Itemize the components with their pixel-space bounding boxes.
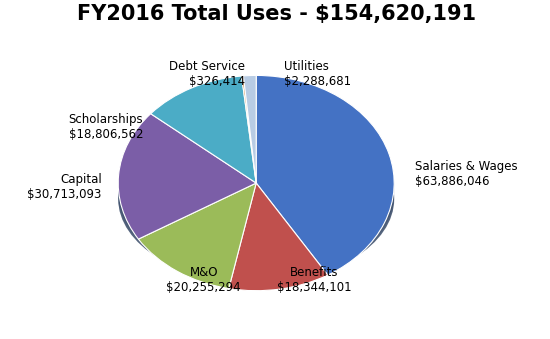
- Text: M&O
$20,255,294: M&O $20,255,294: [167, 266, 241, 294]
- Ellipse shape: [118, 101, 394, 267]
- Text: Benefits
$18,344,101: Benefits $18,344,101: [277, 266, 351, 294]
- Ellipse shape: [118, 102, 394, 269]
- Wedge shape: [241, 76, 256, 183]
- Ellipse shape: [118, 106, 394, 273]
- Ellipse shape: [118, 108, 394, 275]
- Wedge shape: [139, 183, 256, 288]
- Ellipse shape: [118, 116, 394, 283]
- Ellipse shape: [118, 110, 394, 277]
- Ellipse shape: [118, 114, 394, 280]
- Ellipse shape: [118, 116, 394, 283]
- Wedge shape: [151, 76, 256, 183]
- Ellipse shape: [118, 109, 394, 276]
- Ellipse shape: [118, 103, 394, 270]
- Ellipse shape: [118, 105, 394, 272]
- Wedge shape: [256, 76, 394, 275]
- Ellipse shape: [118, 100, 394, 266]
- Wedge shape: [244, 76, 256, 183]
- Wedge shape: [229, 183, 328, 291]
- Title: FY2016 Total Uses - $154,620,191: FY2016 Total Uses - $154,620,191: [78, 4, 476, 24]
- Ellipse shape: [118, 104, 394, 271]
- Ellipse shape: [118, 112, 394, 279]
- Ellipse shape: [118, 115, 394, 281]
- Text: Debt Service
$326,414: Debt Service $326,414: [169, 60, 245, 88]
- Ellipse shape: [118, 111, 394, 278]
- Wedge shape: [118, 114, 256, 239]
- Text: Capital
$30,713,093: Capital $30,713,093: [28, 173, 102, 201]
- Text: Scholarships
$18,806,562: Scholarships $18,806,562: [68, 113, 143, 141]
- Text: Utilities
$2,288,681: Utilities $2,288,681: [284, 60, 351, 88]
- Text: Salaries & Wages
$63,886,046: Salaries & Wages $63,886,046: [415, 160, 518, 188]
